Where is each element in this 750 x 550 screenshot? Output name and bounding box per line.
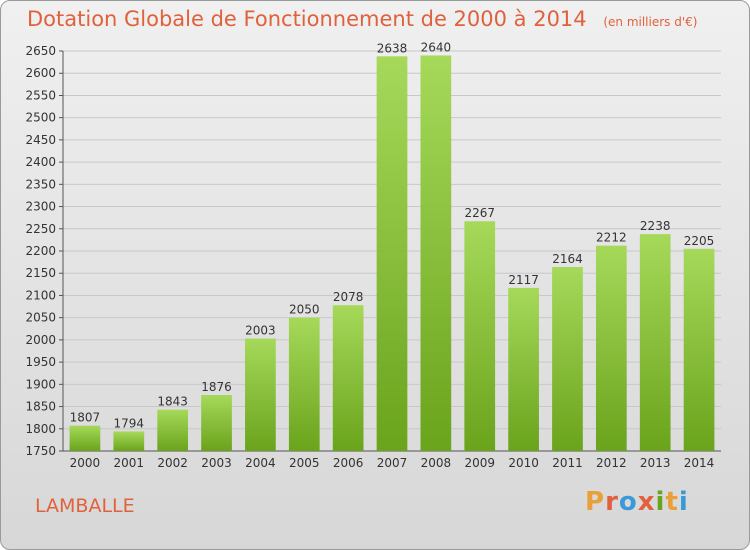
logo-letter: o [618,487,638,517]
data-label: 1794 [114,416,145,430]
labels: 1750 1800 1850 1900 1950 2000 2050 2100 2150 2200… [25,40,714,470]
bar [595,245,627,451]
logo-letter: i [655,487,666,517]
y-tick-label: 1950 [25,355,56,369]
data-label: 2205 [684,234,715,248]
x-tick-label: 2000 [70,456,101,470]
data-label: 2238 [640,219,671,233]
y-tick-label: 2000 [25,333,56,347]
x-tick-label: 2014 [684,456,715,470]
y-tick-label: 2250 [25,222,56,236]
bar [508,287,539,451]
y-tick-label: 2300 [25,200,56,214]
data-label: 2003 [245,324,276,338]
logo-letter: r [605,487,619,517]
y-tick-label: 1850 [25,400,56,414]
bar [113,431,145,451]
chart-title: Dotation Globale de Fonctionnement de 20… [27,7,697,31]
y-tick-label: 2400 [25,155,56,169]
x-tick-label: 2004 [245,456,276,470]
chart-title-text: Dotation Globale de Fonctionnement de 20… [27,7,587,31]
x-tick-label: 2003 [201,456,232,470]
bar [420,55,452,451]
data-label: 2638 [377,41,408,55]
x-tick-label: 2013 [640,456,671,470]
y-tick-label: 2500 [25,111,56,125]
bar [332,305,364,451]
y-tick-label: 2650 [25,44,56,58]
x-tick-label: 2010 [508,456,539,470]
logo-letter: t [665,487,679,517]
data-label: 2117 [508,273,539,287]
x-tick-label: 2007 [377,456,408,470]
data-label: 2212 [596,231,627,245]
y-tick-label: 2350 [25,177,56,191]
data-label: 1807 [70,411,101,425]
y-tick-label: 1750 [25,444,56,458]
y-tick-label: 2450 [25,133,56,147]
bar [552,267,583,451]
data-label: 2050 [289,303,320,317]
y-tick-label: 2200 [25,244,56,258]
bar [376,56,408,451]
y-tick-label: 1800 [25,422,56,436]
bar [639,234,671,451]
chart-subtitle: (en milliers d'€) [603,15,698,29]
city-name: LAMBALLE [35,495,135,517]
x-tick-label: 2012 [596,456,627,470]
y-tick-label: 2050 [25,311,56,325]
y-tick-label: 2550 [25,88,56,102]
x-tick-label: 2001 [114,456,145,470]
data-label: 2078 [333,290,364,304]
data-label: 1876 [201,380,232,394]
bar [245,338,276,451]
x-tick-label: 2002 [157,456,188,470]
bars [69,55,715,451]
y-tick-label: 2600 [25,66,56,80]
data-label: 2640 [421,40,452,54]
x-tick-label: 2005 [289,456,320,470]
data-label: 2164 [552,252,583,266]
logo-letter: P [585,487,606,517]
logo-letter: x [637,487,656,517]
y-tick-label: 2150 [25,266,56,280]
x-tick-label: 2006 [333,456,364,470]
data-label: 2267 [464,206,495,220]
proxiti-logo: Proxiti [585,487,689,517]
x-tick-label: 2009 [464,456,495,470]
logo-letter: i [678,487,689,517]
bar [69,425,101,451]
bar [464,221,496,451]
bar [288,317,320,451]
x-tick-label: 2011 [552,456,583,470]
bar [157,409,189,451]
data-label: 1843 [157,395,188,409]
x-tick-label: 2008 [421,456,452,470]
y-tick-label: 2100 [25,288,56,302]
bar [201,395,232,451]
y-tick-label: 1900 [25,377,56,391]
bar [683,248,715,451]
